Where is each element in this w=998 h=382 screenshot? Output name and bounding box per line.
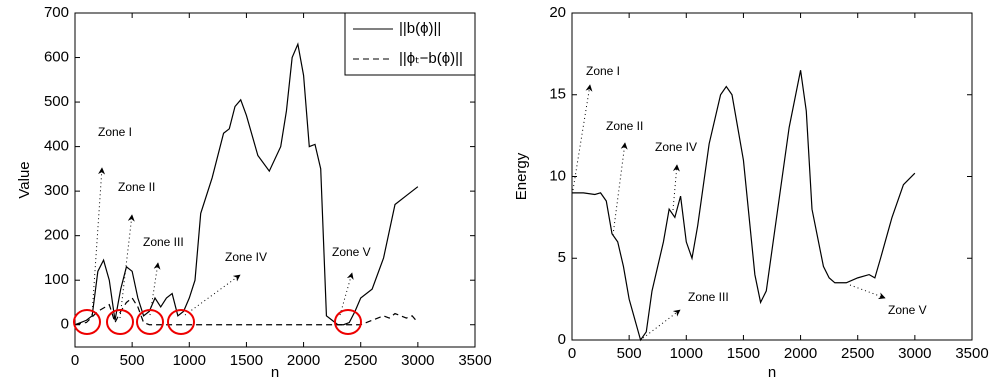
x-tick-label: 3000 xyxy=(898,345,931,362)
series-line xyxy=(74,297,419,326)
annotation: Zone II xyxy=(606,119,643,133)
x-tick-label: 3500 xyxy=(955,345,988,362)
annotation-arrow xyxy=(184,274,241,316)
series-line xyxy=(572,70,916,342)
x-tick-label: 2500 xyxy=(344,352,377,369)
annotation: Zone IV xyxy=(225,250,267,264)
y-tick-label: 300 xyxy=(44,182,69,199)
y-axis-label: Value xyxy=(16,161,33,198)
x-tick-label: 500 xyxy=(617,345,642,362)
annotation: Zone III xyxy=(688,290,729,304)
x-axis-label: n xyxy=(271,364,279,381)
y-tick-label: 0 xyxy=(61,316,69,333)
annotation: Zone I xyxy=(98,125,132,139)
y-tick-label: 5 xyxy=(558,249,566,266)
x-tick-label: 1500 xyxy=(230,352,263,369)
annotation-arrow xyxy=(91,167,106,316)
annotation: Zone V xyxy=(332,245,371,259)
y-tick-label: 20 xyxy=(549,4,566,21)
y-tick-label: 700 xyxy=(44,4,69,21)
x-tick-label: 500 xyxy=(120,352,145,369)
y-tick-label: 400 xyxy=(44,138,69,155)
annotation: Zone I xyxy=(586,64,620,78)
annotation: Zone IV xyxy=(655,140,697,154)
legend-label: ||ϕₜ−b(ϕ)|| xyxy=(399,50,463,67)
x-tick-label: 0 xyxy=(71,352,79,369)
annotation-arrow xyxy=(672,164,680,211)
annotation: Zone V xyxy=(888,303,927,317)
plot-frame xyxy=(74,12,476,348)
annotation-arrow xyxy=(339,272,354,316)
y-tick-label: 0 xyxy=(558,331,566,348)
y-tick-label: 100 xyxy=(44,271,69,288)
y-tick-label: 10 xyxy=(549,167,566,184)
y-tick-label: 600 xyxy=(44,49,69,66)
x-tick-label: 3500 xyxy=(458,352,491,369)
y-axis-label: Energy xyxy=(513,152,530,200)
x-tick-label: 2000 xyxy=(287,352,320,369)
x-tick-label: 2500 xyxy=(841,345,874,362)
annotation-arrow xyxy=(149,262,161,316)
zone-circle xyxy=(167,309,195,335)
y-tick-label: 200 xyxy=(44,227,69,244)
annotation: Zone II xyxy=(118,180,155,194)
x-tick-label: 3000 xyxy=(401,352,434,369)
x-tick-label: 1500 xyxy=(727,345,760,362)
annotation: Zone III xyxy=(143,235,184,249)
y-tick-label: 15 xyxy=(549,86,566,103)
zone-circle xyxy=(136,309,164,335)
x-axis-label: n xyxy=(768,364,776,381)
x-tick-label: 0 xyxy=(568,345,576,362)
legend-label: ||b(ϕ)|| xyxy=(399,20,441,37)
x-tick-label: 1000 xyxy=(173,352,206,369)
annotation-arrow xyxy=(612,142,628,236)
zone-circle xyxy=(106,309,134,335)
y-tick-label: 500 xyxy=(44,93,69,110)
zone-circle xyxy=(334,309,362,335)
x-tick-label: 2000 xyxy=(784,345,817,362)
annotation-arrow xyxy=(849,284,886,300)
x-tick-label: 1000 xyxy=(670,345,703,362)
legend-box xyxy=(344,12,476,76)
annotation-arrow xyxy=(572,84,593,191)
zone-circle xyxy=(73,309,101,335)
